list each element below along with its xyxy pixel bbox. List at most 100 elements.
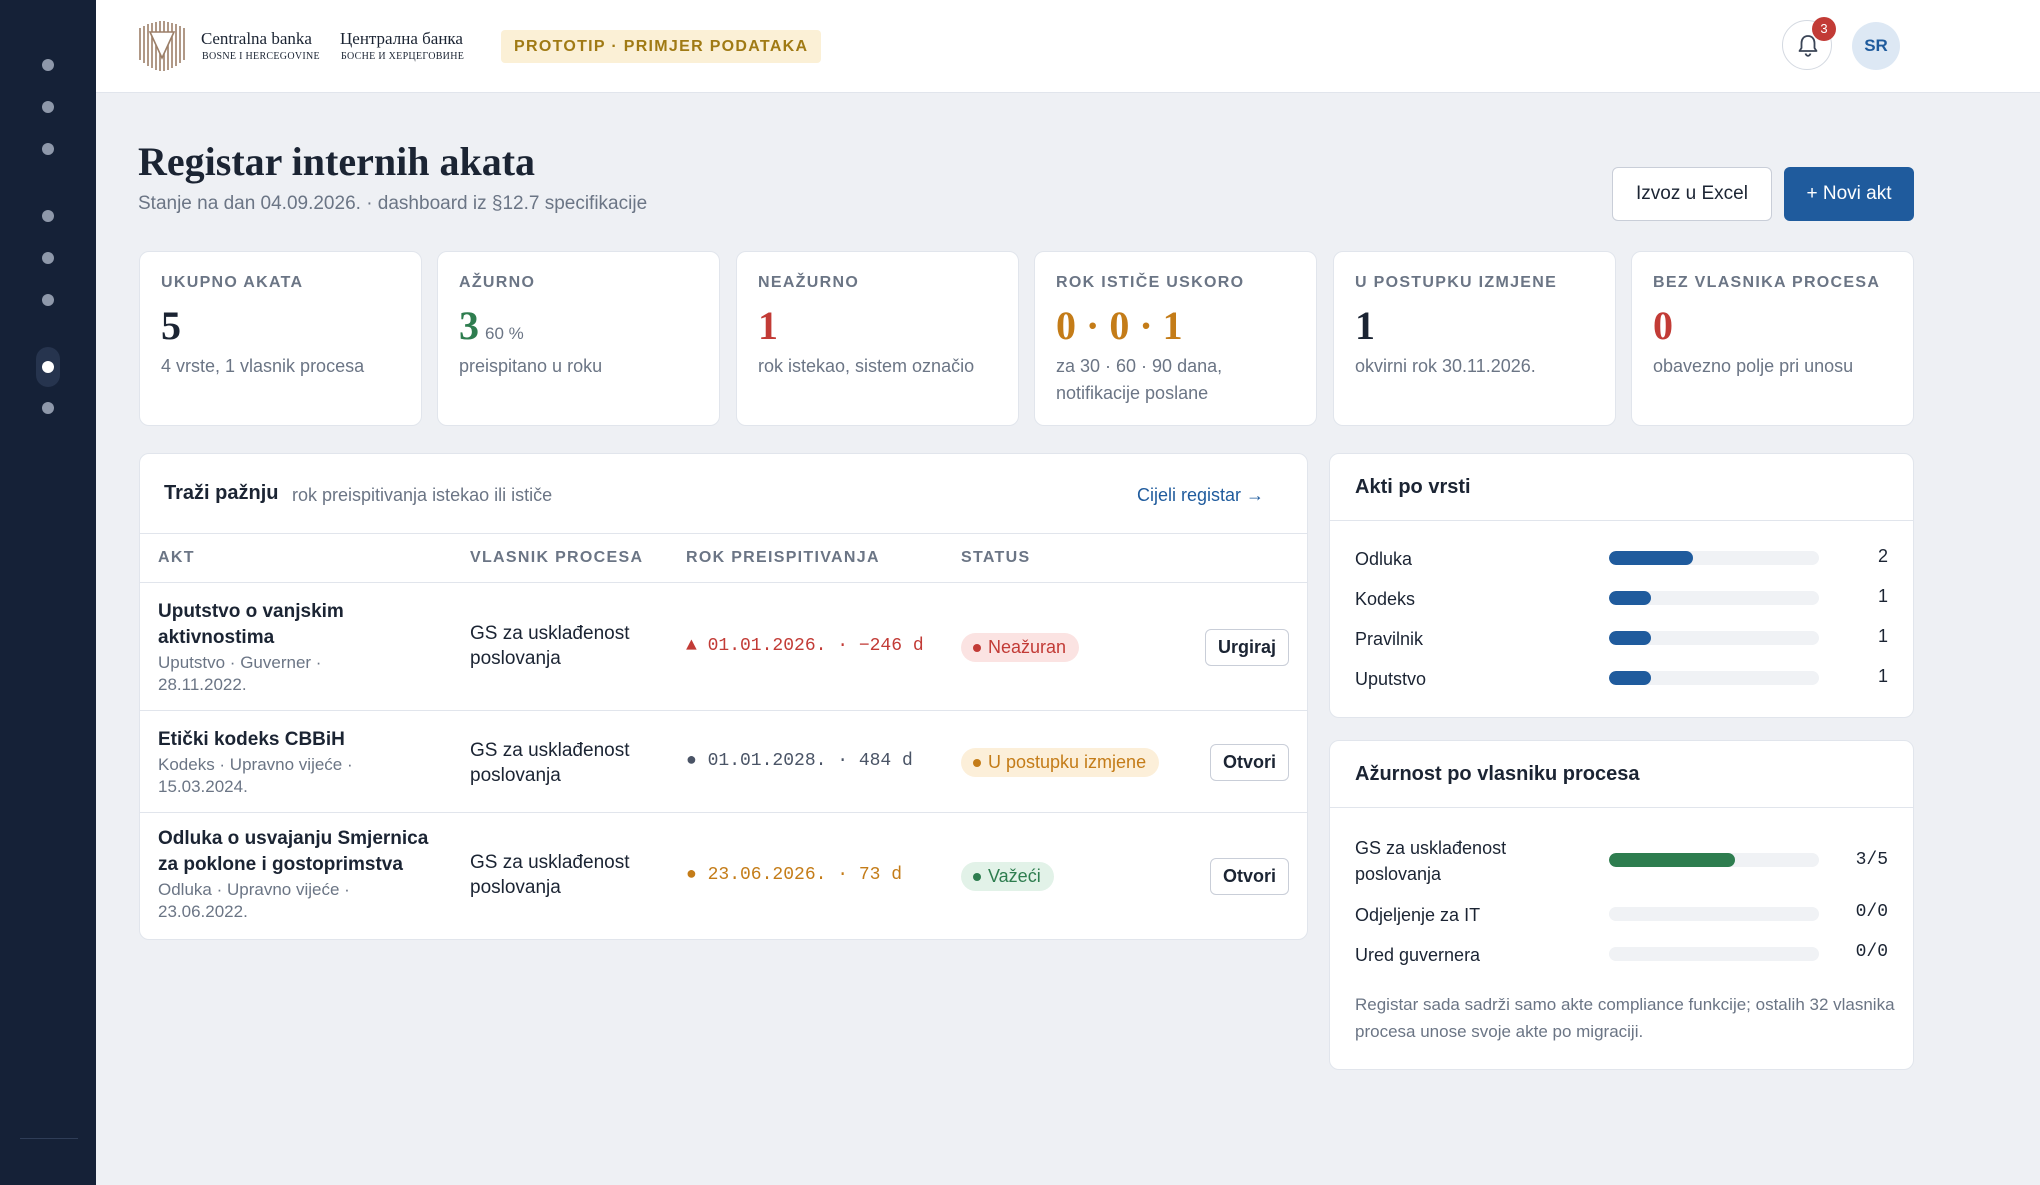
review-date: ● 01.01.2028. · 484 d [686, 751, 913, 771]
type-label: Pravilnik [1355, 629, 1424, 649]
stat-label: ROK ISTIČE USKORO [1056, 274, 1245, 291]
nav-item-8[interactable] [42, 402, 54, 414]
owner-label: GS za usklađenost poslovanja [1355, 838, 1507, 884]
sidebar-divider [20, 1138, 78, 1139]
act-name[interactable]: Etički kodeks CBBiH [158, 729, 345, 750]
owner-currency-panel: Ažurnost po vlasniku procesa GS za uskla… [1329, 740, 1914, 1070]
nav-item-2[interactable] [42, 101, 54, 113]
user-avatar[interactable]: SR [1852, 22, 1900, 70]
open-button[interactable]: Otvori [1210, 744, 1289, 781]
full-register-link[interactable]: Cijeli registar → [1137, 485, 1265, 505]
bell-icon [1798, 35, 1818, 57]
owner-bar-track [1609, 947, 1819, 961]
act-owner: GS za usklađenost poslovanja [470, 740, 630, 786]
stat-label: BEZ VLASNIKA PROCESA [1653, 274, 1881, 291]
column-header-owner[interactable]: VLASNIK PROCESA [470, 549, 644, 566]
column-header-act[interactable]: AKT [158, 549, 195, 566]
nav-item-4[interactable] [42, 210, 54, 222]
stat-note: rok istekao, sistem označio [758, 356, 975, 376]
stat-card-outdated: NEAŽURNO 1 rok istekao, sistem označio [736, 251, 1019, 426]
top-bar: Centralna banka BOSNE I HERCEGOVINE Цент… [96, 0, 2040, 93]
stat-note: obavezno polje pri unosu [1653, 356, 1854, 376]
review-date: ● 23.06.2026. · 73 d [686, 865, 903, 885]
page-title: Registar internih akata [138, 139, 536, 184]
divider [140, 582, 1307, 583]
stat-card-total: UKUPNO AKATA 5 4 vrste, 1 vlasnik proces… [139, 251, 422, 426]
column-header-status[interactable]: STATUS [961, 549, 1031, 566]
type-bar-fill [1609, 671, 1651, 685]
owner-ratio: 0/0 [1855, 942, 1888, 962]
review-date: ▲ 01.01.2026. · −246 d [686, 636, 924, 656]
new-act-button[interactable]: + Novi akt [1784, 167, 1914, 221]
nav-item-1[interactable] [42, 59, 54, 71]
act-name[interactable]: Odluka o usvajanju Smjernica za poklone … [158, 828, 429, 875]
stat-value: 1 [758, 303, 778, 348]
stat-note: za 30 · 60 · 90 dana, notifikacije posla… [1056, 356, 1223, 403]
notification-count-badge: 3 [1812, 17, 1836, 41]
urge-button[interactable]: Urgiraj [1205, 629, 1289, 666]
owner-bar-track [1609, 907, 1819, 921]
type-count: 1 [1877, 586, 1888, 606]
act-meta: Odluka · Upravno vijeće · 23.06.2022. [158, 880, 350, 921]
owner-ratio: 3/5 [1855, 850, 1888, 870]
acts-by-type-title: Akti po vrsti [1355, 476, 1471, 498]
table-row[interactable]: Etički kodeks CBBiH Kodeks · Upravno vij… [140, 711, 1307, 812]
act-name[interactable]: Uputstvo o vanjskim aktivnostima [158, 601, 344, 648]
stat-note: 4 vrste, 1 vlasnik procesa [161, 356, 365, 376]
owner-bar-track [1609, 853, 1819, 867]
stat-value: 0 · 0 · 1 [1056, 303, 1183, 348]
status-badge: U postupku izmjene [961, 748, 1160, 777]
type-bar-fill [1609, 551, 1693, 565]
nav-item-3[interactable] [42, 143, 54, 155]
open-button[interactable]: Otvori [1210, 858, 1289, 895]
brand-sub-latin: BOSNE I HERCEGOVINE [202, 51, 320, 62]
stat-note: preispitano u roku [459, 356, 603, 376]
stat-value: 0 [1653, 303, 1673, 348]
stat-value: 5 [161, 303, 181, 348]
type-bar-fill [1609, 631, 1651, 645]
stat-value: 1 [1355, 303, 1375, 348]
stat-label: AŽURNO [459, 274, 536, 291]
act-meta: Kodeks · Upravno vijeće · 15.03.2024. [158, 755, 353, 796]
divider [1330, 807, 1913, 808]
nav-item-6[interactable] [42, 294, 54, 306]
divider [1330, 520, 1913, 521]
column-header-review-date[interactable]: ROK PREISPITIVANJA [686, 549, 880, 566]
act-owner: GS za usklađenost poslovanja [470, 852, 630, 898]
owner-label: Ured guvernera [1355, 945, 1481, 965]
nav-item-active[interactable] [36, 347, 60, 387]
stat-value-wrap: 3 60 % [459, 302, 524, 349]
active-indicator [42, 361, 54, 373]
prototype-badge: PROTOTIP · PRIMJER PODATAKA [501, 30, 822, 63]
type-label: Kodeks [1355, 589, 1416, 609]
stat-percent: 60 % [485, 324, 524, 343]
stat-label: UKUPNO AKATA [161, 274, 304, 291]
brand-sub-cyrillic: БОСНЕ И ХЕРЦЕГОВИНЕ [341, 51, 465, 62]
type-bar-track [1609, 671, 1819, 685]
nav-item-5[interactable] [42, 252, 54, 264]
notifications-button[interactable] [1782, 20, 1832, 70]
status-badge: Neažuran [961, 633, 1080, 662]
acts-by-type-panel: Akti po vrsti Odluka 2 Kodeks 1 Pravilni… [1329, 453, 1914, 718]
table-row[interactable]: Uputstvo o vanjskim aktivnostima Uputstv… [140, 583, 1307, 710]
brand-name-latin: Centralna banka [201, 29, 312, 48]
status-badge: Važeći [961, 862, 1054, 891]
bank-logo[interactable] [136, 18, 188, 74]
attention-title: Traži pažnju [164, 482, 279, 504]
owner-note: Registar sada sadrži samo akte complianc… [1355, 995, 1895, 1041]
type-bar-fill [1609, 591, 1651, 605]
type-count: 2 [1877, 546, 1888, 566]
sidebar [0, 0, 96, 1185]
attention-panel: Traži pažnju rok preispitivanja istekao … [139, 453, 1308, 940]
divider [140, 533, 1307, 534]
type-bar-track [1609, 551, 1819, 565]
divider [140, 710, 1307, 711]
export-excel-button[interactable]: Izvoz u Excel [1612, 167, 1772, 221]
act-owner: GS za usklađenost poslovanja [470, 623, 630, 669]
type-label: Uputstvo [1355, 669, 1427, 689]
stat-card-no-owner: BEZ VLASNIKA PROCESA 0 obavezno polje pr… [1631, 251, 1914, 426]
type-label: Odluka [1355, 549, 1413, 569]
attention-subtitle: rok preispitivanja istekao ili ističe [292, 485, 553, 505]
stat-card-expiring-soon: ROK ISTIČE USKORO 0 · 0 · 1 za 30 · 60 ·… [1034, 251, 1317, 426]
table-row[interactable]: Odluka o usvajanju Smjernica za poklone … [140, 813, 1307, 940]
